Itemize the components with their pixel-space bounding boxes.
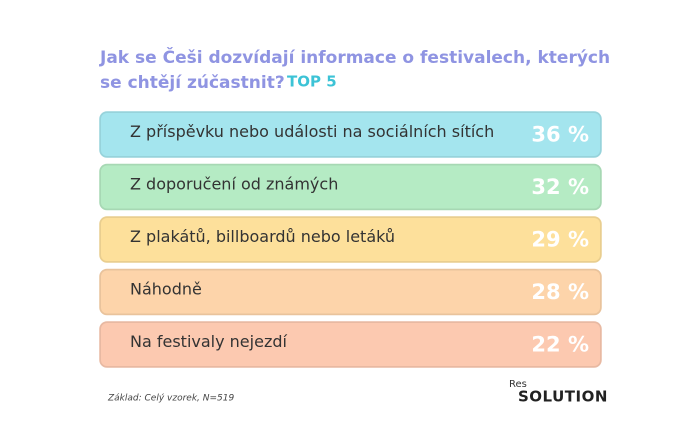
chart-title: se chtějí zúčastnit? — [100, 73, 285, 93]
category-label: Z příspěvku nebo události na sociálních … — [130, 122, 494, 141]
logo: Res — [509, 379, 527, 390]
bar-fill — [101, 270, 600, 314]
category-label: Náhodně — [130, 280, 202, 299]
chart-title: Jak se Češi dozvídají informace o festiv… — [99, 46, 610, 68]
category-label: Z plakátů, billboardů nebo letáků — [130, 227, 395, 246]
value-label: 22 % — [531, 333, 589, 357]
value-label: 32 % — [531, 175, 589, 199]
category-label: Na festivaly nejezdí — [130, 332, 287, 351]
category-label: Z doporučení od známých — [130, 175, 338, 194]
chart-subtitle: TOP 5 — [287, 73, 337, 91]
footnote: Základ: Celý vzorek, N=519 — [107, 394, 234, 404]
bar-fill — [101, 323, 600, 366]
bar-fill — [101, 165, 600, 209]
logo: SOLUTION — [518, 388, 608, 406]
bar-fill — [101, 218, 600, 261]
value-label: 36 % — [531, 123, 589, 147]
value-label: 29 % — [531, 228, 589, 252]
bar-fill — [101, 113, 600, 156]
value-label: 28 % — [531, 280, 589, 304]
